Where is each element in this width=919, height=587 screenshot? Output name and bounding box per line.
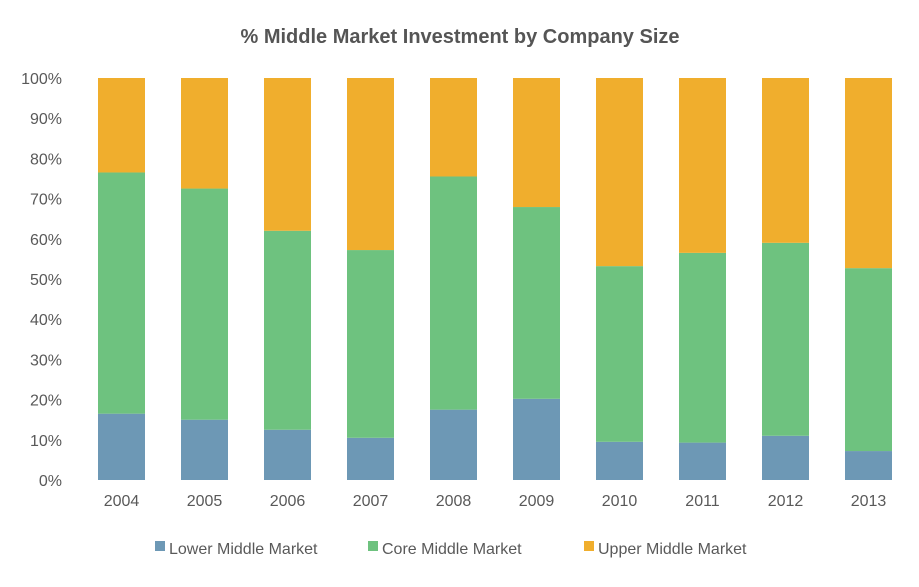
legend-label: Core Middle Market (382, 541, 522, 558)
bar-segment-upper-middle-market (347, 78, 394, 251)
x-tick-label: 2004 (104, 493, 140, 510)
bar-segment-core-middle-market (347, 250, 394, 438)
chart-title: % Middle Market Investment by Company Si… (241, 26, 680, 48)
bar-segment-core-middle-market (762, 242, 809, 436)
x-tick-label: 2007 (353, 493, 389, 510)
legend-label: Lower Middle Market (169, 541, 318, 558)
bar-segment-core-middle-market (98, 172, 145, 414)
y-tick-label: 10% (30, 433, 62, 450)
bar-segment-lower-middle-market (679, 442, 726, 480)
bar-segment-lower-middle-market (264, 429, 311, 480)
y-tick-label: 50% (30, 272, 62, 289)
x-axis: 2004 2005 2006 2007 2008 2009 2010 2011 2012 2013 (104, 493, 887, 510)
legend-swatch (155, 541, 165, 551)
legend: Lower Middle Market Core Middle Market Upp… (155, 541, 747, 558)
bar-segment-core-middle-market (513, 207, 560, 399)
bar-segment-upper-middle-market (181, 78, 228, 189)
y-tick-label: 100% (21, 71, 62, 88)
legend-swatch (584, 541, 594, 551)
bar-segment-core-middle-market (596, 266, 643, 442)
x-tick-label: 2009 (519, 493, 555, 510)
bar-segment-core-middle-market (264, 230, 311, 430)
bar-segment-lower-middle-market (762, 435, 809, 480)
bar-segment-lower-middle-market (430, 409, 477, 480)
bar-segment-lower-middle-market (181, 419, 228, 480)
bar-segment-upper-middle-market (513, 78, 560, 208)
y-tick-label: 90% (30, 111, 62, 128)
x-tick-label: 2008 (436, 493, 472, 510)
x-tick-label: 2005 (187, 493, 223, 510)
bar-segment-core-middle-market (430, 176, 477, 410)
bar-segment-upper-middle-market (98, 78, 145, 173)
x-tick-label: 2006 (270, 493, 306, 510)
bar-segment-upper-middle-market (845, 78, 892, 269)
y-tick-label: 40% (30, 312, 62, 329)
y-axis: 0% 10% 20% 30% 40% 50% 60% 70% 80% 90% 100% (21, 71, 62, 490)
bar-segment-lower-middle-market (845, 451, 892, 480)
bar-segment-upper-middle-market (596, 78, 643, 267)
bar-segment-upper-middle-market (430, 78, 477, 177)
bars (98, 78, 892, 480)
bar-segment-upper-middle-market (762, 78, 809, 243)
bar-segment-core-middle-market (181, 188, 228, 420)
bar-segment-upper-middle-market (679, 78, 726, 253)
bar-segment-lower-middle-market (347, 437, 394, 480)
bar-segment-lower-middle-market (513, 398, 560, 480)
y-tick-label: 80% (30, 151, 62, 168)
legend-label: Upper Middle Market (598, 541, 747, 558)
y-tick-label: 70% (30, 192, 62, 209)
bar-segment-lower-middle-market (596, 441, 643, 480)
x-tick-label: 2010 (602, 493, 638, 510)
bar-segment-lower-middle-market (98, 413, 145, 480)
y-tick-label: 20% (30, 393, 62, 410)
x-tick-label: 2012 (768, 493, 804, 510)
bar-segment-core-middle-market (845, 268, 892, 452)
legend-swatch (368, 541, 378, 551)
y-tick-label: 30% (30, 352, 62, 369)
x-tick-label: 2011 (685, 493, 720, 510)
bar-segment-upper-middle-market (264, 78, 311, 231)
y-tick-label: 60% (30, 232, 62, 249)
bar-segment-core-middle-market (679, 252, 726, 443)
x-tick-label: 2013 (851, 493, 887, 510)
y-tick-label: 0% (39, 473, 62, 490)
